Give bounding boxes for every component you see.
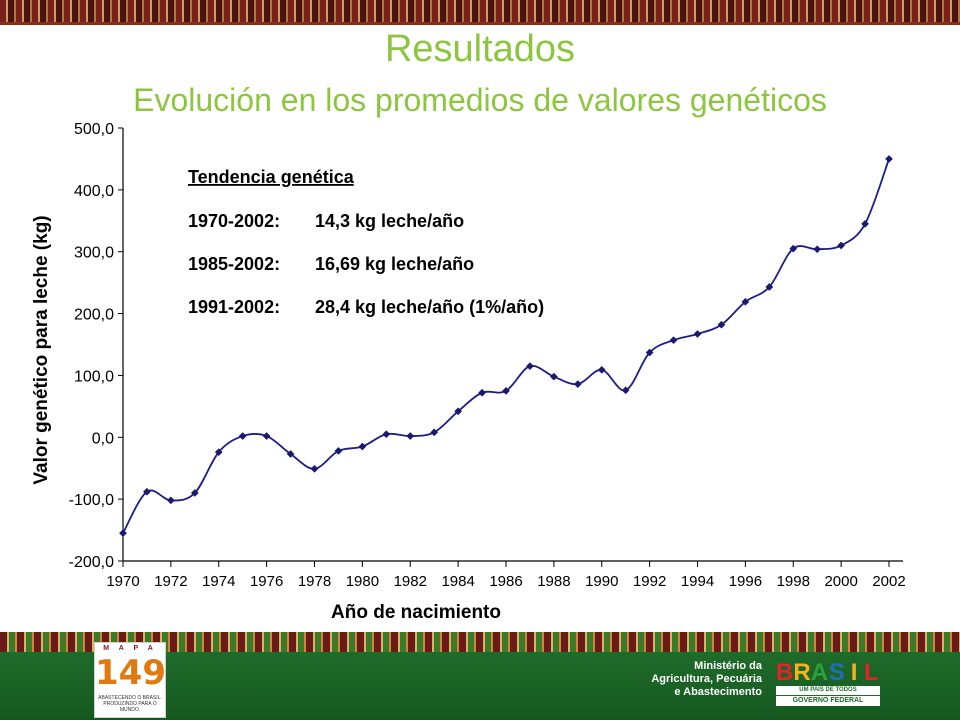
data-point <box>597 365 606 374</box>
data-point <box>286 450 295 458</box>
data-point <box>573 380 582 389</box>
data-point <box>502 386 510 395</box>
chart-axes <box>122 128 903 562</box>
y-tick-label: -100,0 <box>69 492 114 509</box>
data-point <box>645 348 654 357</box>
y-tick-label: 300,0 <box>74 245 114 262</box>
x-tick-label: 1974 <box>202 573 235 590</box>
data-point <box>861 219 870 228</box>
y-tick-label: 400,0 <box>74 183 114 200</box>
data-point <box>621 386 630 395</box>
data-point <box>119 529 127 538</box>
slide-subtitle: Evolución en los promedios de valores ge… <box>133 82 827 118</box>
data-point <box>741 297 750 306</box>
y-tick-label: 200,0 <box>74 307 114 324</box>
ministry-line-3: e Abastecimento <box>674 686 762 698</box>
annotation-line-3-period: 1991-2002: <box>188 297 280 317</box>
x-tick-label: 1992 <box>633 573 666 590</box>
x-tick-label: 1994 <box>681 573 714 590</box>
annotation-line-1-value: 14,3 kg leche/año <box>315 211 464 231</box>
x-axis-label: Año de nacimiento <box>331 602 501 623</box>
x-tick-label: 1984 <box>441 573 474 590</box>
brasil-logo-letter: L <box>864 659 879 686</box>
mapa-logo-number: 149 <box>95 653 166 693</box>
x-tick-label: 1986 <box>489 573 522 590</box>
data-point <box>885 154 893 163</box>
data-point <box>765 283 774 291</box>
data-point <box>142 487 151 496</box>
data-point <box>262 432 271 441</box>
x-tick-label: 1988 <box>537 573 570 590</box>
trend-annotation: Tendencia genética 1970-2002: 14,3 kg le… <box>188 167 544 317</box>
y-tick-label: -200,0 <box>69 554 114 571</box>
data-point <box>166 496 175 505</box>
data-points <box>119 154 893 538</box>
y-axis-ticks: 500,0 400,0 300,0 200,0 100,0 0,0 -100,0 -200,0 <box>69 121 123 571</box>
data-point <box>813 245 822 254</box>
x-tick-label: 2002 <box>872 573 905 590</box>
mapa-logo-top-text: M A P A <box>103 645 157 652</box>
mapa-logo-caption-line-1: ABASTECENDO O BRASIL. <box>98 695 162 701</box>
ministry-name: Ministério da Agricultura, Pecuária e Ab… <box>640 660 762 699</box>
data-point <box>549 372 558 381</box>
data-point <box>214 448 223 457</box>
annotation-line-1-period: 1970-2002: <box>188 211 280 231</box>
ministry-line-1: Ministério da <box>694 660 762 672</box>
data-point <box>669 336 678 345</box>
x-tick-label: 1978 <box>298 573 331 590</box>
x-axis-ticks: 1970 1972 1974 1976 1978 1980 1982 1984 1986 1988… <box>106 561 906 590</box>
data-point <box>334 446 343 455</box>
data-point <box>358 442 367 451</box>
x-tick-label: 1972 <box>154 573 187 590</box>
genetic-trend-chart: 500,0 400,0 300,0 200,0 100,0 0,0 -100,0 -200,0… <box>31 121 906 623</box>
y-tick-label: 500,0 <box>74 121 114 138</box>
x-tick-label: 2000 <box>824 573 857 590</box>
data-point <box>238 432 247 441</box>
slide-title: Resultados <box>384 28 576 70</box>
data-point <box>837 241 846 250</box>
x-tick-label: 1990 <box>585 573 618 590</box>
data-point <box>478 388 487 397</box>
mapa-logo-caption: ABASTECENDO O BRASIL. PRODUZINDO PARA O … <box>95 695 165 713</box>
x-tick-label: 1976 <box>250 573 283 590</box>
ministry-line-2: Agricultura, Pecuária <box>651 673 762 685</box>
brasil-logo-letter: S <box>828 659 845 686</box>
brasil-logo-letter: B <box>776 659 794 686</box>
data-point <box>382 430 391 439</box>
bottom-decorative-band <box>0 632 960 652</box>
x-tick-label: 1998 <box>777 573 810 590</box>
data-point <box>693 330 702 338</box>
x-tick-label: 1982 <box>394 573 427 590</box>
top-band-underline <box>0 22 960 25</box>
annotation-line-3-value: 28,4 kg leche/año (1%/año) <box>315 297 544 317</box>
data-point <box>406 432 415 441</box>
mapa-149-logo: M A P A 149 ABASTECENDO O BRASIL. PRODUZ… <box>94 642 166 718</box>
data-point <box>310 464 319 473</box>
data-point <box>454 407 463 416</box>
x-tick-label: 1970 <box>106 573 139 590</box>
y-tick-label: 100,0 <box>74 368 114 385</box>
data-point <box>430 428 439 437</box>
brasil-logo-tagline: UM PAÍS DE TODOS <box>776 686 880 695</box>
annotation-line-2-value: 16,69 kg leche/año <box>315 254 474 274</box>
y-axis-label: Valor genético para leche (kg) <box>31 215 52 484</box>
annotation-line-2-period: 1985-2002: <box>188 254 280 274</box>
brasil-logo-letter: I <box>850 659 858 686</box>
x-tick-label: 1996 <box>729 573 762 590</box>
brasil-logo-letter: A <box>810 659 829 686</box>
data-point <box>789 244 798 253</box>
annotation-heading: Tendencia genética <box>188 167 355 187</box>
top-decorative-band <box>0 0 960 22</box>
data-point <box>190 489 199 497</box>
data-point <box>525 362 534 371</box>
brasil-logo-letter: R <box>793 659 811 686</box>
x-tick-label: 1980 <box>346 573 379 590</box>
mapa-logo-caption-line-2: PRODUZINDO PARA O MUNDO. <box>103 701 157 713</box>
brasil-logo-government: GOVERNO FEDERAL <box>776 695 880 706</box>
data-point <box>717 320 726 329</box>
y-tick-label: 0,0 <box>92 430 114 447</box>
